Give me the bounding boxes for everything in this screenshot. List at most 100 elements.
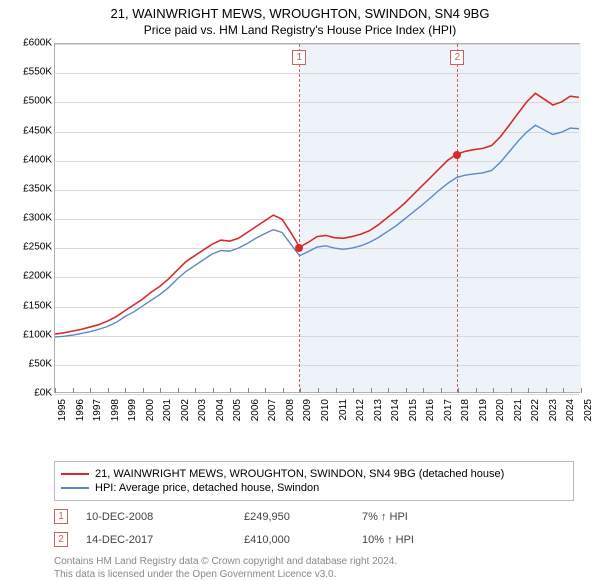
y-axis-label: £350K bbox=[10, 183, 52, 194]
series-address bbox=[55, 93, 579, 334]
sale-row: 1 10-DEC-2008 £249,950 7% ↑ HPI bbox=[54, 509, 574, 524]
legend: 21, WAINWRIGHT MEWS, WROUGHTON, SWINDON,… bbox=[54, 461, 574, 501]
chart-lines bbox=[55, 44, 579, 392]
x-axis-label: 2001 bbox=[162, 399, 173, 421]
x-tick bbox=[195, 388, 196, 393]
sale-date: 10-DEC-2008 bbox=[86, 511, 226, 523]
x-axis-label: 1999 bbox=[127, 399, 138, 421]
x-tick bbox=[511, 388, 512, 393]
x-tick bbox=[248, 388, 249, 393]
sale-delta: 7% ↑ HPI bbox=[362, 511, 408, 523]
y-axis-label: £550K bbox=[10, 67, 52, 78]
x-axis-label: 2018 bbox=[460, 399, 471, 421]
footer-line: Contains HM Land Registry data © Crown c… bbox=[54, 555, 590, 568]
chart: £0K £50K £100K £150K £200K £250K £300K £350K £40… bbox=[10, 43, 590, 413]
page-title: 21, WAINWRIGHT MEWS, WROUGHTON, SWINDON,… bbox=[10, 6, 590, 21]
x-tick bbox=[563, 388, 564, 393]
legend-swatch bbox=[61, 473, 89, 475]
y-axis-label: £50K bbox=[10, 358, 52, 369]
x-tick bbox=[476, 388, 477, 393]
x-axis-label: 2012 bbox=[355, 399, 366, 421]
sale-delta: 10% ↑ HPI bbox=[362, 534, 414, 546]
legend-label: HPI: Average price, detached house, Swin… bbox=[95, 482, 319, 494]
x-axis-label: 1995 bbox=[57, 399, 68, 421]
sale-row: 214-DEC-2017£410,00010% ↑ HPI bbox=[54, 532, 574, 547]
x-tick bbox=[90, 388, 91, 393]
x-axis-label: 2010 bbox=[320, 399, 331, 421]
sale-vline bbox=[299, 44, 300, 392]
x-axis-label: 2009 bbox=[302, 399, 313, 421]
x-tick bbox=[441, 388, 442, 393]
x-tick bbox=[125, 388, 126, 393]
x-axis-label: 2005 bbox=[232, 399, 243, 421]
chart-plot: 12 bbox=[54, 43, 580, 393]
x-axis-label: 2000 bbox=[145, 399, 156, 421]
x-axis-label: 2023 bbox=[548, 399, 559, 421]
legend-item-hpi: HPI: Average price, detached house, Swin… bbox=[61, 482, 567, 494]
x-axis-label: 2013 bbox=[373, 399, 384, 421]
sale-marker-box: 1 bbox=[292, 50, 306, 65]
y-axis-label: £500K bbox=[10, 96, 52, 107]
x-axis-label: 2021 bbox=[513, 399, 524, 421]
x-axis-label: 2008 bbox=[285, 399, 296, 421]
x-axis-label: 2007 bbox=[267, 399, 278, 421]
x-tick bbox=[213, 388, 214, 393]
y-axis-label: £0K bbox=[10, 388, 52, 399]
x-axis-label: 2002 bbox=[180, 399, 191, 421]
x-tick bbox=[388, 388, 389, 393]
x-tick bbox=[178, 388, 179, 393]
x-tick bbox=[336, 388, 337, 393]
footer: Contains HM Land Registry data © Crown c… bbox=[54, 555, 590, 581]
x-axis-label: 2014 bbox=[390, 399, 401, 421]
x-axis-label: 2022 bbox=[530, 399, 541, 421]
x-axis-label: 1997 bbox=[92, 399, 103, 421]
y-axis-label: £400K bbox=[10, 154, 52, 165]
legend-item-address: 21, WAINWRIGHT MEWS, WROUGHTON, SWINDON,… bbox=[61, 468, 567, 480]
x-tick bbox=[265, 388, 266, 393]
x-axis-label: 2017 bbox=[443, 399, 454, 421]
x-tick bbox=[581, 388, 582, 393]
sale-date: 14-DEC-2017 bbox=[86, 534, 226, 546]
y-axis-label: £250K bbox=[10, 242, 52, 253]
y-axis-label: £150K bbox=[10, 300, 52, 311]
x-tick bbox=[283, 388, 284, 393]
x-tick bbox=[371, 388, 372, 393]
x-axis-label: 2004 bbox=[215, 399, 226, 421]
x-tick bbox=[406, 388, 407, 393]
sale-point bbox=[453, 151, 461, 159]
sale-vline bbox=[457, 44, 458, 392]
x-axis-label: 2003 bbox=[197, 399, 208, 421]
gridline bbox=[55, 394, 579, 395]
x-tick bbox=[55, 388, 56, 393]
x-tick bbox=[528, 388, 529, 393]
x-tick bbox=[108, 388, 109, 393]
x-axis-label: 1996 bbox=[75, 399, 86, 421]
sale-row-marker: 1 bbox=[54, 509, 68, 524]
y-axis-label: £300K bbox=[10, 213, 52, 224]
sale-price: £249,950 bbox=[244, 511, 344, 523]
x-axis-label: 2024 bbox=[565, 399, 576, 421]
x-axis-label: 2006 bbox=[250, 399, 261, 421]
y-axis-label: £100K bbox=[10, 329, 52, 340]
x-tick bbox=[546, 388, 547, 393]
x-tick bbox=[318, 388, 319, 393]
x-axis-label: 2025 bbox=[583, 399, 594, 421]
x-tick bbox=[458, 388, 459, 393]
x-tick bbox=[143, 388, 144, 393]
x-axis-label: 2011 bbox=[338, 399, 349, 421]
x-tick bbox=[493, 388, 494, 393]
y-axis-label: £600K bbox=[10, 38, 52, 49]
legend-swatch bbox=[61, 487, 89, 489]
sale-marker-box: 2 bbox=[450, 50, 464, 65]
x-tick bbox=[230, 388, 231, 393]
x-axis-label: 2020 bbox=[495, 399, 506, 421]
x-axis-label: 2015 bbox=[408, 399, 419, 421]
page-subtitle: Price paid vs. HM Land Registry's House … bbox=[10, 23, 590, 37]
x-tick bbox=[423, 388, 424, 393]
x-tick bbox=[353, 388, 354, 393]
y-axis-label: £200K bbox=[10, 271, 52, 282]
x-axis-label: 2019 bbox=[478, 399, 489, 421]
legend-label: 21, WAINWRIGHT MEWS, WROUGHTON, SWINDON,… bbox=[95, 468, 504, 480]
x-axis-label: 2016 bbox=[425, 399, 436, 421]
sale-row-marker: 2 bbox=[54, 532, 68, 547]
